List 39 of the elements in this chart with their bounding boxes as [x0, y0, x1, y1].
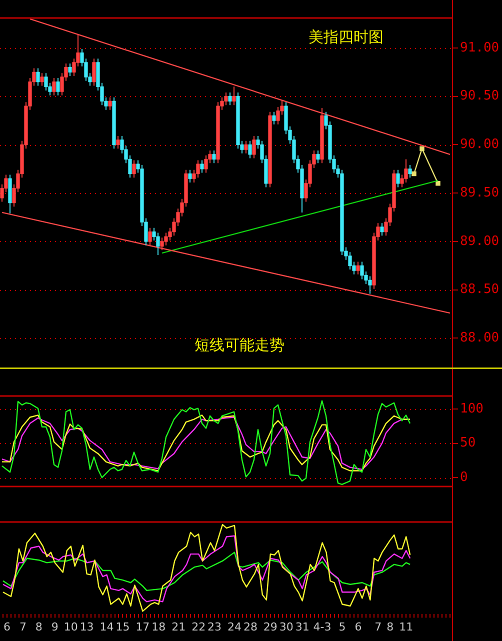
x-tick-label: 6 [354, 620, 362, 634]
x-tick-label: 10 [64, 620, 78, 634]
x-tick-label: 17 [136, 620, 150, 634]
y-tick-label: 0 [460, 470, 468, 485]
point [412, 171, 416, 176]
x-tick-label: 4-3 [313, 620, 332, 634]
x-tick-label: 7 [19, 620, 26, 634]
x-tick-label: 30 [279, 620, 294, 634]
x-tick-label: 7 [374, 620, 382, 634]
x-tick-label: 13 [80, 620, 94, 634]
y-tick-label: 91.00 [460, 40, 500, 56]
text: 美指四时图 [308, 28, 384, 46]
x-tick-label: 29 [263, 620, 278, 634]
x-tick-label: 6 [3, 620, 10, 634]
x-tick-label: 24 [227, 620, 242, 634]
x-tick-label: 15 [116, 620, 130, 634]
x-tick-label: 8 [386, 620, 394, 634]
point [420, 146, 424, 151]
y-tick-label: 89.00 [460, 234, 500, 249]
annotation: 短线可能走势 [194, 336, 285, 354]
x-tick-label: 18 [152, 620, 166, 634]
y-tick-label: 90.00 [460, 137, 500, 152]
x-tick-label: 14 [100, 620, 114, 634]
x-tick-label: 28 [243, 620, 258, 634]
y-tick-label: 50 [460, 436, 476, 451]
y-tick-label: 88.00 [460, 330, 500, 346]
x-tick-label: 11 [399, 620, 414, 634]
x-tick-label: 8 [35, 620, 42, 634]
y-tick-label: 100 [460, 401, 484, 416]
y-tick-label: 88.50 [460, 282, 500, 298]
y-tick-label: 90.50 [460, 88, 500, 104]
x-tick-label: 9 [51, 620, 58, 634]
x-tick-label: 21 [172, 620, 186, 634]
x-tick-label: 23 [208, 620, 222, 634]
point [436, 181, 440, 186]
x-tick-label: 5 [338, 620, 346, 634]
x-tick-label: 31 [295, 620, 310, 634]
y-tick-label: 89.50 [460, 185, 500, 200]
x-tick-label: 22 [192, 620, 206, 634]
